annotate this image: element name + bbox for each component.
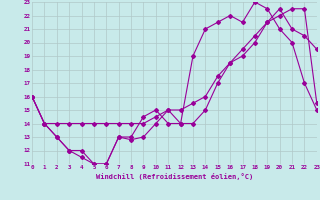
X-axis label: Windchill (Refroidissement éolien,°C): Windchill (Refroidissement éolien,°C) bbox=[96, 173, 253, 180]
